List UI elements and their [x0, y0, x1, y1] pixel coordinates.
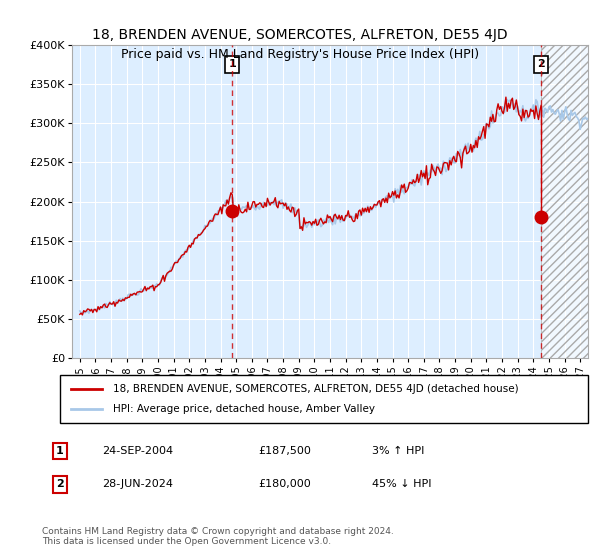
Text: 18, BRENDEN AVENUE, SOMERCOTES, ALFRETON, DE55 4JD (detached house): 18, BRENDEN AVENUE, SOMERCOTES, ALFRETON…	[113, 384, 518, 394]
Text: 1: 1	[56, 446, 64, 456]
Text: 3% ↑ HPI: 3% ↑ HPI	[372, 446, 424, 456]
FancyBboxPatch shape	[60, 375, 588, 423]
Text: 28-JUN-2024: 28-JUN-2024	[102, 479, 173, 489]
Text: £187,500: £187,500	[258, 446, 311, 456]
Text: Contains HM Land Registry data © Crown copyright and database right 2024.
This d: Contains HM Land Registry data © Crown c…	[42, 526, 394, 546]
Text: 24-SEP-2004: 24-SEP-2004	[102, 446, 173, 456]
Text: 45% ↓ HPI: 45% ↓ HPI	[372, 479, 431, 489]
Text: Price paid vs. HM Land Registry's House Price Index (HPI): Price paid vs. HM Land Registry's House …	[121, 48, 479, 60]
Text: HPI: Average price, detached house, Amber Valley: HPI: Average price, detached house, Ambe…	[113, 404, 375, 414]
Text: £180,000: £180,000	[258, 479, 311, 489]
Text: 2: 2	[56, 479, 64, 489]
Text: 1: 1	[229, 59, 236, 69]
Text: 18, BRENDEN AVENUE, SOMERCOTES, ALFRETON, DE55 4JD: 18, BRENDEN AVENUE, SOMERCOTES, ALFRETON…	[92, 28, 508, 42]
Text: 2: 2	[537, 59, 545, 69]
